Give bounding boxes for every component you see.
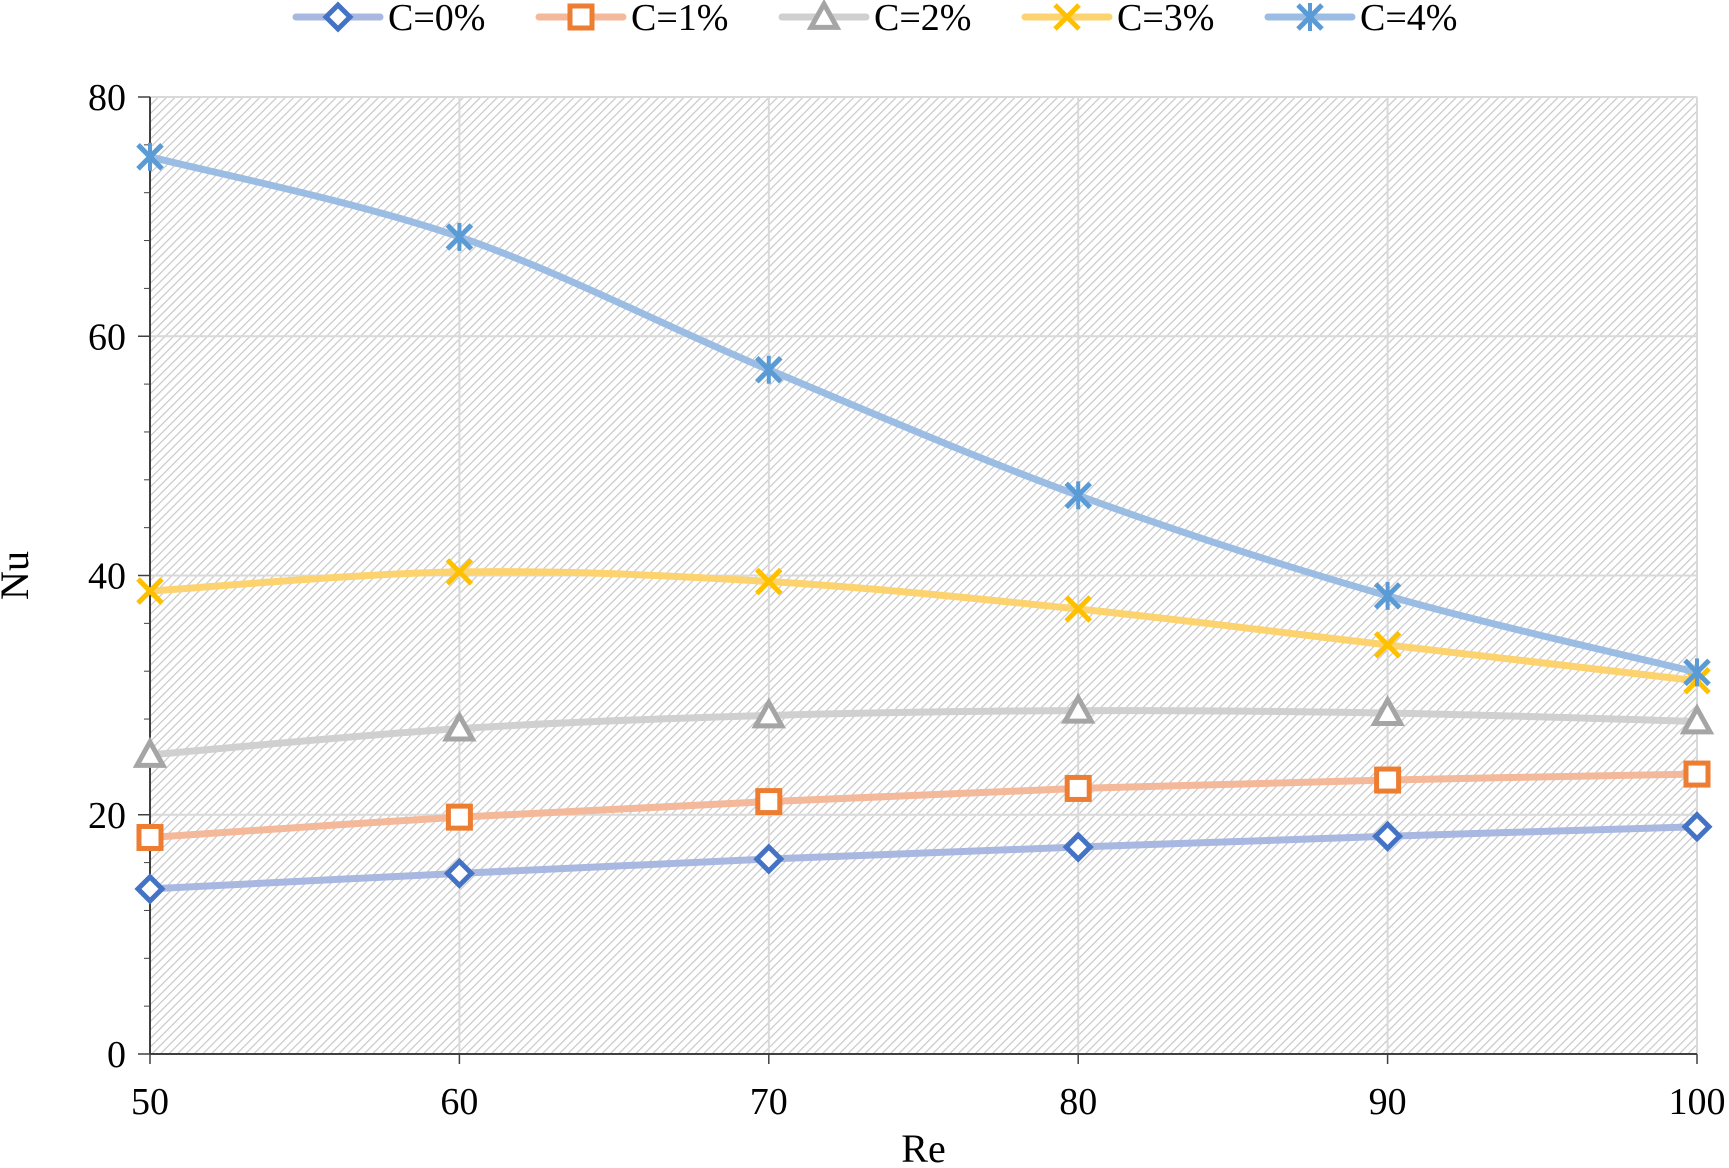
y-tick-label: 0 xyxy=(107,1034,126,1076)
x-tick-label: 70 xyxy=(750,1081,788,1123)
data-point xyxy=(1062,831,1094,863)
legend-label: C=4% xyxy=(1360,0,1457,39)
y-tick-label: 40 xyxy=(88,556,126,598)
series-line xyxy=(146,707,1701,759)
series-C=4% xyxy=(136,142,1711,687)
data-point xyxy=(1679,703,1715,735)
legend: C=0% C=1% C=2% C=3% C=4% xyxy=(292,0,1457,39)
data-point xyxy=(751,697,787,729)
series-C=2% xyxy=(132,692,1715,768)
legend-marker xyxy=(806,0,842,30)
x-tick-label: 50 xyxy=(131,1081,169,1123)
data-point xyxy=(1064,481,1092,510)
data-point xyxy=(136,577,164,605)
data-point xyxy=(1372,820,1404,852)
data-point xyxy=(1060,692,1096,724)
legend-marker xyxy=(1053,3,1081,31)
x-tick-label: 80 xyxy=(1059,1081,1097,1123)
series-line xyxy=(146,568,1701,685)
data-point xyxy=(1064,595,1092,623)
data-point xyxy=(1374,766,1402,794)
series-line xyxy=(146,823,1701,893)
data-point xyxy=(753,843,785,875)
legend-item: C=2% xyxy=(778,0,971,39)
series-line xyxy=(146,770,1701,841)
data-point xyxy=(755,355,783,384)
data-point xyxy=(445,558,474,586)
series-C=0% xyxy=(134,811,1713,905)
data-point xyxy=(132,736,168,768)
y-tick-label: 60 xyxy=(88,316,126,358)
legend-item: C=0% xyxy=(292,0,485,39)
data-point xyxy=(1683,658,1711,687)
series-layer xyxy=(132,142,1715,905)
x-tick-label: 60 xyxy=(440,1081,478,1123)
data-point xyxy=(445,803,473,831)
data-point xyxy=(1064,774,1092,802)
data-point xyxy=(1683,760,1711,788)
gridlines xyxy=(150,96,1698,1054)
legend-item: C=1% xyxy=(535,0,728,39)
legend-label: C=1% xyxy=(631,0,728,39)
data-point xyxy=(1373,581,1402,610)
legend-marker xyxy=(322,1,354,33)
legend-item: C=4% xyxy=(1264,0,1457,39)
data-point xyxy=(1370,694,1405,726)
data-point xyxy=(136,142,164,171)
data-point xyxy=(442,710,477,742)
legend-label: C=2% xyxy=(874,0,971,39)
legend-item: C=3% xyxy=(1021,0,1214,39)
data-point xyxy=(443,857,475,889)
data-point xyxy=(1373,631,1402,659)
x-axis-title: Re xyxy=(901,1126,945,1168)
legend-marker xyxy=(1296,3,1324,31)
legend-label: C=0% xyxy=(388,0,485,39)
data-point xyxy=(136,823,164,851)
y-tick-label: 80 xyxy=(88,77,126,119)
series-C=3% xyxy=(136,558,1711,695)
data-point xyxy=(1681,811,1713,843)
series-C=1% xyxy=(136,760,1711,851)
tick-labels: 0 20 40 60 80 50 60 70 80 90 100 xyxy=(88,77,1726,1123)
legend-label: C=3% xyxy=(1117,0,1214,39)
series-line xyxy=(146,153,1701,676)
legend-marker xyxy=(567,3,595,31)
data-point xyxy=(134,873,166,905)
y-axis-title: Nu xyxy=(0,551,37,600)
x-tick-label: 100 xyxy=(1669,1081,1726,1123)
data-point xyxy=(755,567,783,596)
data-point xyxy=(755,788,783,816)
x-tick-label: 90 xyxy=(1369,1081,1407,1123)
y-tick-label: 20 xyxy=(88,795,126,837)
data-point xyxy=(445,222,474,251)
